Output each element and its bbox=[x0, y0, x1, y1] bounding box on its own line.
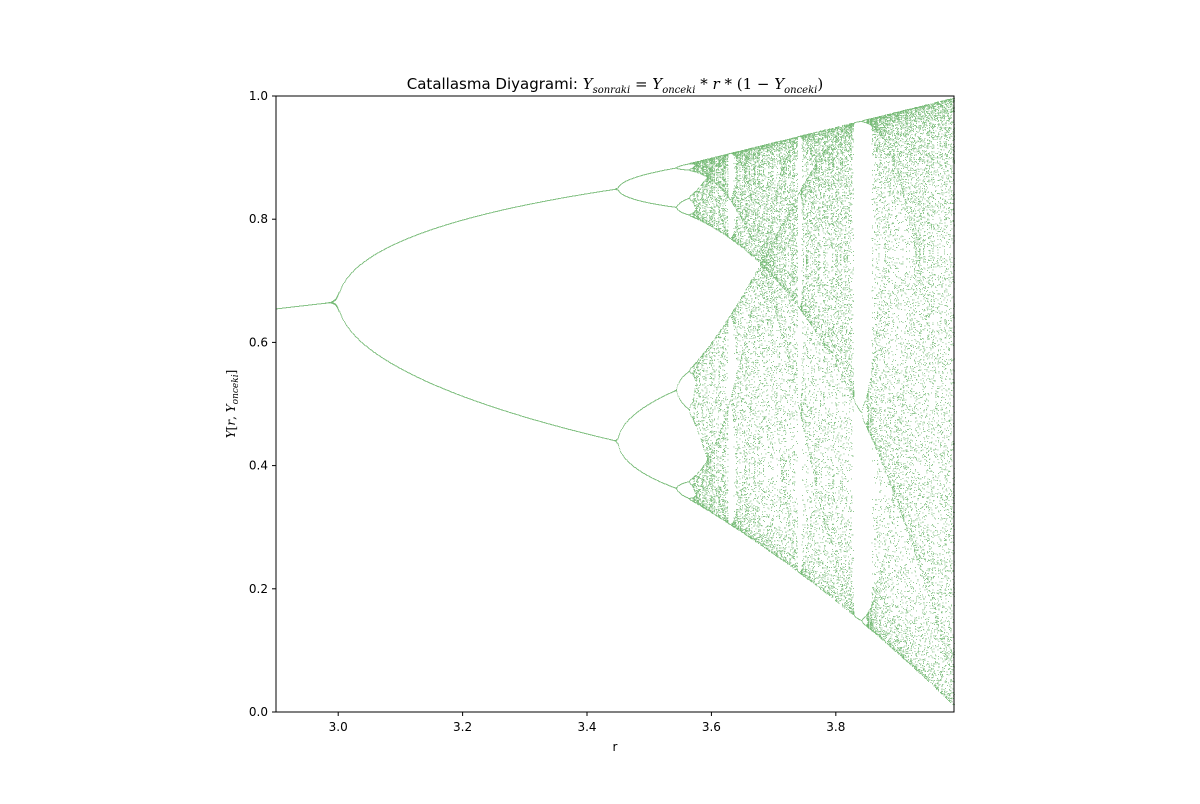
x-tick-label: 3.8 bbox=[826, 720, 845, 734]
scatter-points bbox=[276, 98, 955, 705]
y-tick-label: 0.8 bbox=[249, 212, 268, 226]
y-tick-label: 0.2 bbox=[249, 582, 268, 596]
plot-area bbox=[276, 96, 954, 712]
y-tick-label: 0.6 bbox=[249, 335, 268, 349]
x-tick-label: 3.6 bbox=[702, 720, 721, 734]
y-tick-label: 1.0 bbox=[249, 89, 268, 103]
y-axis-ticks: 0.0 0.2 0.4 0.6 0.8 1.0 bbox=[249, 89, 276, 719]
x-tick-label: 3.0 bbox=[329, 720, 348, 734]
y-tick-label: 0.0 bbox=[249, 705, 268, 719]
y-tick-label: 0.4 bbox=[249, 459, 268, 473]
bifurcation-points bbox=[276, 98, 955, 705]
x-axis-label: r bbox=[613, 740, 618, 754]
chart-title: Catallasma Diyagrami: Ysonraki = Yonceki… bbox=[407, 75, 823, 96]
axes-frame bbox=[275, 95, 955, 713]
y-axis-label: Y[r, Yonceki] bbox=[224, 370, 241, 439]
x-tick-label: 3.4 bbox=[577, 720, 596, 734]
x-axis-ticks: 3.0 3.2 3.4 3.6 3.8 bbox=[329, 712, 845, 734]
x-tick-label: 3.2 bbox=[453, 720, 472, 734]
